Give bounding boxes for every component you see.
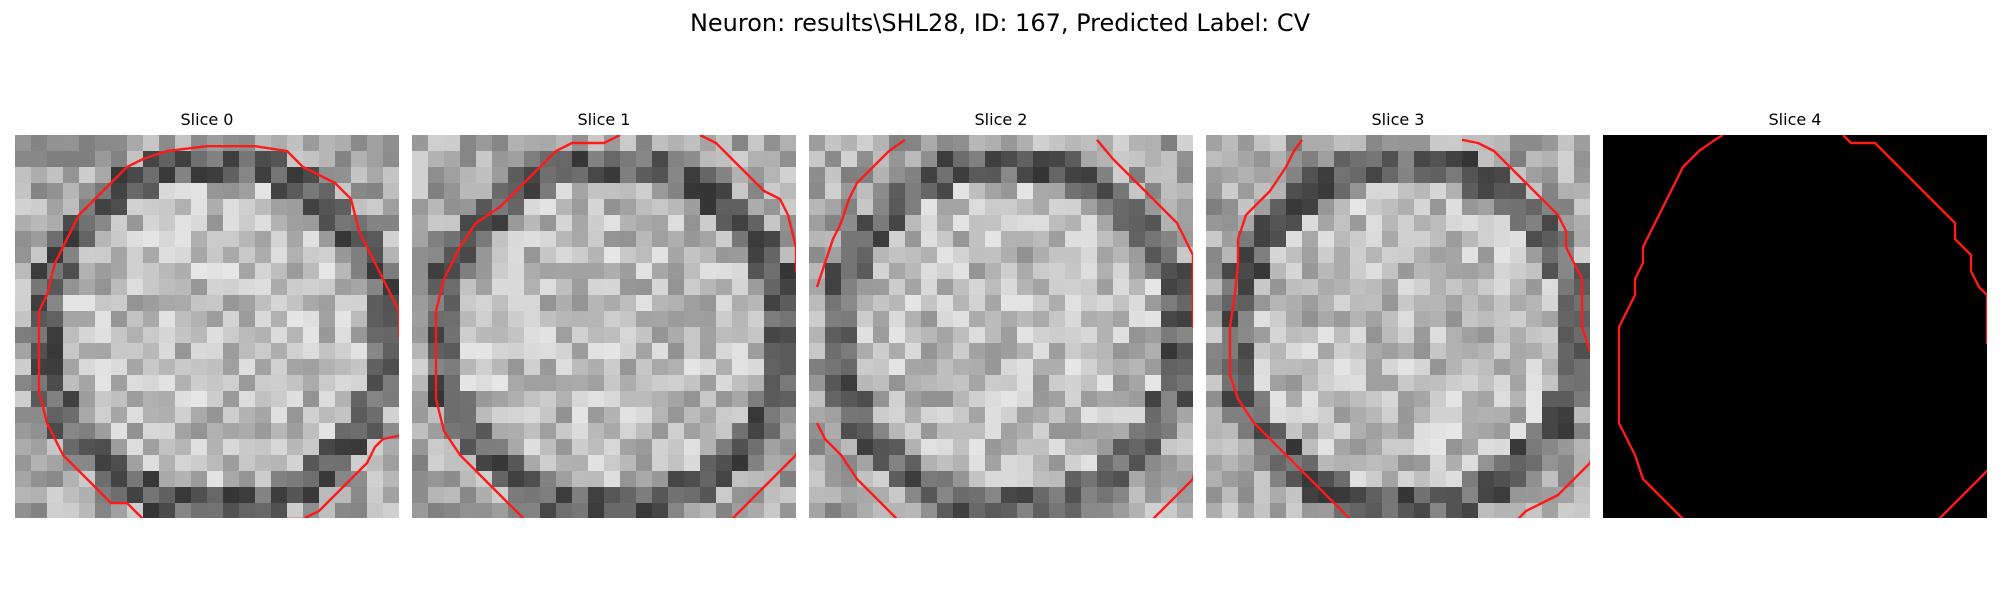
slice-0-svg [15,135,399,518]
slice-3-svg [1206,135,1590,518]
grayscale-micrograph [809,135,1193,518]
slice-title-0: Slice 0 [180,110,234,129]
slice-panel-4: Slice 4 [1603,110,1987,518]
black-background [1603,135,1987,518]
contour-line-1 [287,434,399,518]
slice-image-1 [412,135,796,518]
slice-title-3: Slice 3 [1371,110,1425,129]
contour-line-0 [1617,135,1724,518]
contour-line-2 [815,422,898,518]
slice-image-2 [809,135,1193,518]
slice-image-0 [15,135,399,518]
contour-line-3 [1152,472,1193,518]
slice-image-4 [1603,135,1987,518]
slice-title-4: Slice 4 [1768,110,1822,129]
contour-line-0 [1228,139,1351,518]
slice-panel-1: Slice 1 [412,110,796,518]
contour-line-2 [1938,469,1987,518]
contour-line-2 [1517,458,1590,518]
contour-line-1 [1461,138,1590,353]
slice-2-svg [809,135,1193,518]
slice-1-svg [412,135,796,518]
slice-panel-2: Slice 2 [809,110,1193,518]
slice-title-1: Slice 1 [577,110,631,129]
contour-line-1 [1096,139,1193,329]
contour-line-0 [815,138,906,288]
figure-title: Neuron: results\SHL28, ID: 167, Predicte… [689,9,1311,37]
contour-line-0 [37,144,399,518]
slice-4-svg [1603,135,1987,518]
grayscale-micrograph [15,135,399,518]
slice-title-2: Slice 2 [974,110,1028,129]
slice-panel-0: Slice 0 [15,110,399,518]
contour-line-2 [731,451,796,518]
grayscale-micrograph [1206,135,1590,518]
contour-line-1 [1842,135,1987,345]
grayscale-micrograph [412,135,796,518]
slice-panel-3: Slice 3 [1206,110,1590,518]
contour-line-1 [699,135,796,274]
contour-line-0 [434,135,621,518]
slice-image-3 [1206,135,1590,518]
